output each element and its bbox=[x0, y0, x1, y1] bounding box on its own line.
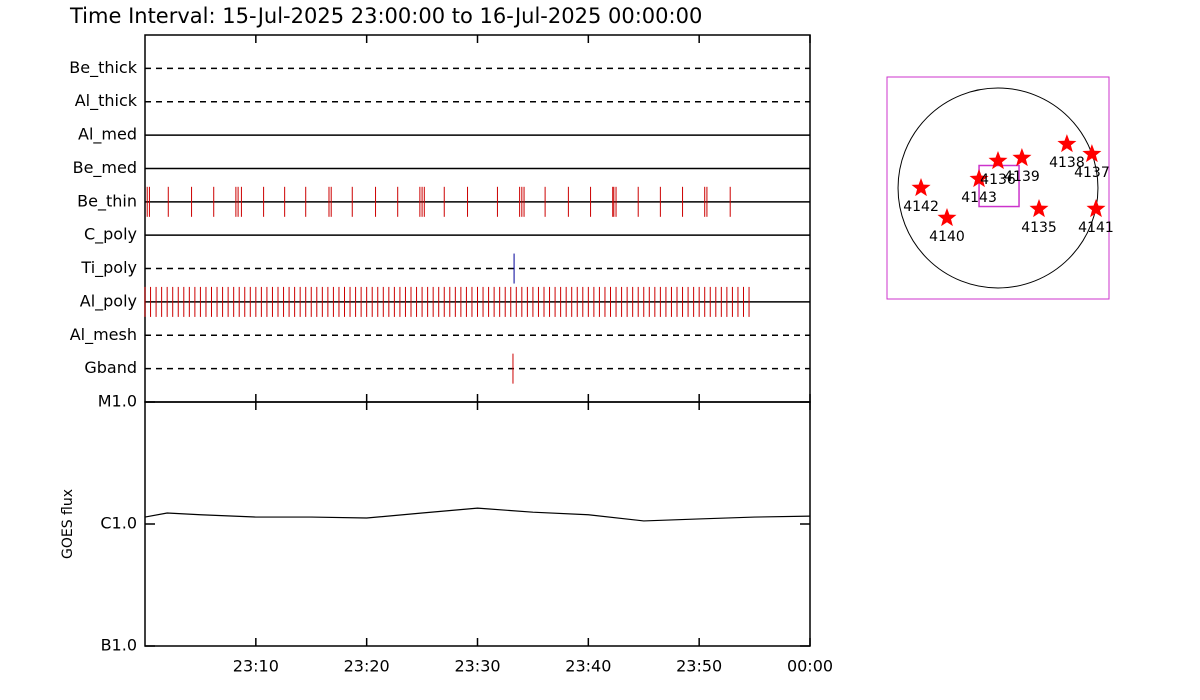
y-axis-label: GOES flux bbox=[60, 489, 76, 559]
region-star bbox=[937, 208, 957, 227]
channel-label: Al_med bbox=[78, 125, 137, 145]
y-tick-label: M1.0 bbox=[98, 392, 137, 411]
region-label: 4139 bbox=[1004, 169, 1040, 185]
channel-label: Al_thick bbox=[75, 91, 138, 111]
channel-label: Be_thick bbox=[69, 58, 137, 78]
region-star bbox=[1086, 199, 1106, 218]
x-tick-label: 23:30 bbox=[454, 657, 500, 676]
region-label: 4137 bbox=[1074, 165, 1110, 181]
region-label: 4140 bbox=[929, 229, 965, 245]
timeline-frame bbox=[144, 34, 811, 403]
y-tick-label: B1.0 bbox=[101, 636, 137, 655]
region-label: 4138 bbox=[1049, 155, 1085, 171]
region-star bbox=[1012, 148, 1032, 167]
channel-label: Ti_poly bbox=[80, 258, 137, 278]
region-star bbox=[988, 151, 1008, 170]
x-tick-label: 23:20 bbox=[344, 657, 390, 676]
solar-disk bbox=[897, 87, 1099, 289]
map-frame bbox=[886, 76, 1110, 300]
region-label: 4141 bbox=[1078, 220, 1114, 236]
region-star bbox=[1029, 199, 1049, 218]
x-tick-label: 23:50 bbox=[676, 657, 722, 676]
goes-frame bbox=[144, 401, 811, 647]
region-star bbox=[1057, 134, 1077, 153]
region-label: 4135 bbox=[1021, 220, 1057, 236]
region-label: 4142 bbox=[903, 199, 939, 215]
channel-label: C_poly bbox=[84, 225, 137, 245]
x-tick-label: 00:00 bbox=[787, 657, 833, 676]
channel-label: Be_med bbox=[73, 158, 137, 178]
y-tick-label: C1.0 bbox=[100, 514, 137, 533]
channel-label: Gband bbox=[84, 358, 137, 377]
channel-label: Al_poly bbox=[80, 291, 137, 311]
channel-label: Be_thin bbox=[77, 191, 137, 211]
region-star bbox=[969, 169, 989, 188]
region-star bbox=[1082, 144, 1102, 163]
title: Time Interval: 15-Jul-2025 23:00:00 to 1… bbox=[69, 4, 702, 28]
region-label: 4136 bbox=[980, 172, 1016, 188]
goes-curve bbox=[144, 507, 811, 522]
region-star bbox=[911, 178, 931, 197]
region-label: 4143 bbox=[961, 190, 997, 206]
x-tick-label: 23:10 bbox=[233, 657, 279, 676]
channel-label: Al_mesh bbox=[70, 325, 137, 345]
x-tick-label: 23:40 bbox=[565, 657, 611, 676]
